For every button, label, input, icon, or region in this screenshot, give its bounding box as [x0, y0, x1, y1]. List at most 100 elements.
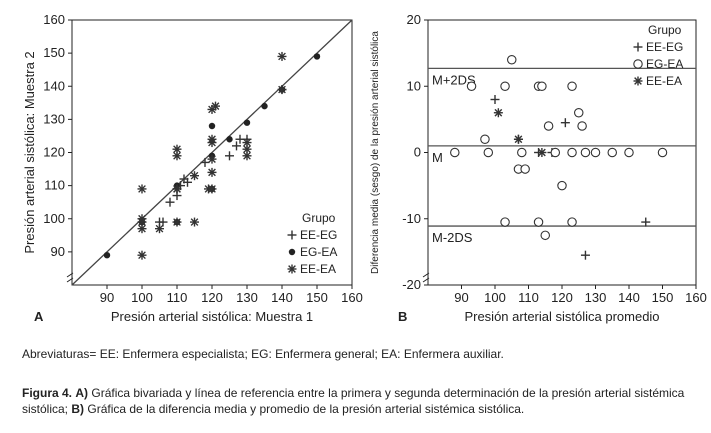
y-tick-label: -10 — [402, 211, 421, 226]
data-point-eg-ea — [483, 147, 494, 158]
data-point-eg-ea-ring — [520, 164, 530, 174]
legend-entry-ee-eg: EE-EG — [300, 228, 337, 242]
data-point-eg-ea — [590, 147, 601, 158]
data-point-eg-ea — [480, 134, 490, 145]
abbreviations-footnote: Abreviaturas= EE: Enfermera especialista… — [22, 347, 504, 361]
data-point-eg-ea-disc — [261, 102, 268, 110]
data-point-ee-eg — [158, 217, 168, 227]
data-point-ee-ea-d2 — [278, 85, 286, 94]
data-point-ee-eg — [641, 217, 651, 227]
x-tick-label: 110 — [518, 290, 539, 305]
data-point-eg-ea — [607, 147, 618, 158]
x-tick-label: 140 — [271, 290, 293, 305]
panel-label: B — [398, 309, 407, 324]
reference-line-label: M-2DS — [432, 230, 473, 245]
x-axis-label: Presión arterial sistólica: Muestra 1 — [111, 309, 313, 324]
data-point-ee-ea-d2 — [243, 138, 251, 147]
data-point-eg-ea — [208, 122, 216, 130]
x-tick-label: 160 — [341, 290, 363, 305]
data-point-eg-ea — [574, 108, 584, 118]
reference-line-label: M+2DS — [432, 72, 476, 87]
x-tick-label: 150 — [306, 290, 328, 305]
caption-part-a-text: Gráfica bivariada y línea de referencia … — [22, 386, 685, 416]
legend-marker-ee-ea — [287, 264, 297, 274]
data-point-eg-ea-disc — [243, 119, 251, 126]
data-point-ee-eg — [560, 118, 570, 128]
legend-entry-ee-eg: EE-EG — [646, 40, 683, 54]
data-point-eg-ea — [103, 251, 111, 259]
data-point-ee-ea — [277, 51, 287, 61]
y-tick-label: -20 — [402, 277, 421, 292]
data-point-eg-ea-ring — [480, 134, 490, 145]
data-point-ee-ea — [207, 167, 217, 177]
data-point-eg-ea — [567, 147, 577, 158]
data-point-ee-ea-d2 — [208, 155, 216, 163]
y-axis-label: Diferencia media (sesgo) de la presión a… — [370, 31, 381, 274]
x-tick-label: 160 — [685, 290, 707, 305]
data-point-ee-eg — [490, 95, 500, 104]
data-point-eg-ea-disc — [208, 122, 216, 130]
figure-label: Figura 4. — [22, 386, 73, 400]
data-point-ee-ea — [172, 217, 182, 227]
data-point-ee-ea — [190, 171, 199, 181]
x-axis-label: Presión arterial sistólica promedio — [464, 309, 659, 324]
data-point-ee-ea — [155, 224, 164, 234]
data-point-eg-ea — [261, 102, 268, 110]
data-point-eg-ea-ring — [567, 81, 577, 92]
data-point-ee-ea-d2 — [514, 135, 523, 144]
data-point-eg-ea-ring — [517, 147, 527, 158]
x-tick-label: 130 — [236, 290, 258, 305]
data-point-ee-ea — [277, 85, 287, 95]
legend-title: Grupo — [648, 23, 682, 37]
data-point-eg-ea-ring — [533, 217, 544, 227]
legend-entry-ee-ea: EE-EA — [300, 262, 336, 276]
data-point-eg-ea-ring — [540, 230, 551, 241]
legend-marker-eg-ea — [288, 248, 296, 256]
data-point-ee-ea-d2 — [173, 145, 181, 154]
caption-part-b-text: Gráfica de la diferencia media y promedi… — [87, 402, 525, 416]
y-tick-label: 10 — [407, 78, 421, 93]
x-tick-label: 110 — [167, 290, 188, 305]
data-point-eg-ea — [540, 230, 551, 241]
data-point-eg-ea — [580, 147, 591, 158]
y-tick-label: 100 — [43, 211, 65, 226]
legend-marker-ee-eg — [633, 42, 643, 52]
identity-reference-line — [71, 19, 353, 286]
data-point-ee-ea-d2 — [243, 145, 251, 154]
legend-marker-ee-eg — [287, 230, 297, 240]
y-tick-label: 110 — [44, 178, 65, 193]
data-point-ee-ea-d2 — [173, 185, 181, 193]
data-point-ee-ea — [137, 184, 147, 194]
data-point-eg-ea-ring — [580, 147, 591, 158]
data-point-ee-ea-d2 — [278, 52, 286, 61]
legend-marker-eg-ea — [633, 59, 643, 69]
data-point-ee-ea-d2 — [138, 224, 146, 233]
data-point-ee-ea — [207, 154, 217, 164]
legend-marker-eg-ea-disc — [288, 248, 296, 256]
data-point-ee-eg — [165, 197, 175, 207]
data-point-ee-ea — [172, 144, 182, 154]
data-point-ee-eg — [225, 151, 234, 161]
data-point-eg-ea — [550, 147, 561, 158]
x-tick-label: 150 — [652, 290, 674, 305]
data-point-eg-ea — [567, 81, 577, 92]
x-tick-label: 120 — [201, 290, 223, 305]
data-point-ee-ea — [172, 184, 182, 194]
y-tick-label: 120 — [43, 145, 65, 160]
x-tick-label: 100 — [484, 290, 506, 305]
x-tick-label: 90 — [454, 290, 468, 305]
data-point-ee-ea-d2 — [208, 185, 216, 193]
data-point-ee-ea-d2 — [173, 218, 181, 226]
caption-part-b-label: B) — [71, 402, 85, 416]
data-point-eg-ea-disc — [103, 251, 111, 259]
data-point-ee-eg — [580, 250, 590, 260]
data-point-eg-ea-ring — [607, 147, 618, 158]
data-point-eg-ea — [533, 217, 544, 227]
data-point-ee-ea-d2 — [190, 218, 199, 226]
data-point-ee-ea-d2 — [190, 171, 199, 180]
y-axis-label: Presión arterial sistólica: Muestra 2 — [22, 51, 37, 253]
data-point-eg-ea — [543, 121, 554, 131]
x-tick-label: 90 — [100, 290, 114, 305]
data-point-ee-eg — [232, 141, 241, 151]
legend-entry-eg-ea: EG-EA — [646, 57, 683, 71]
